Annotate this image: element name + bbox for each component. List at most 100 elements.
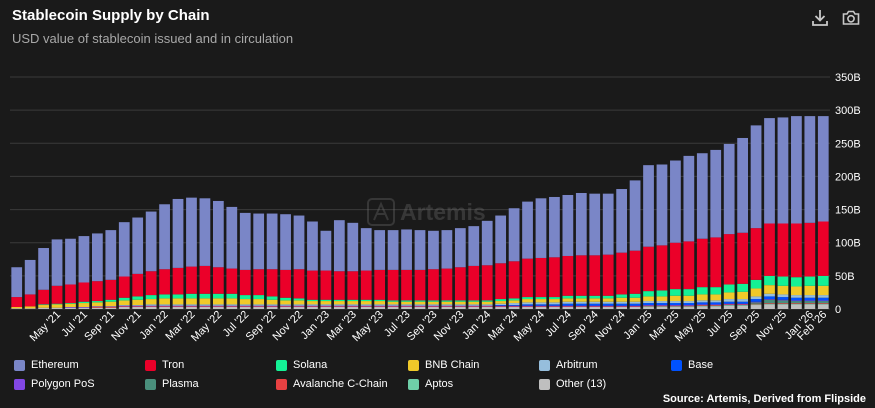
bar-stack[interactable] <box>239 212 251 309</box>
bar-segment <box>239 306 251 308</box>
bar-stack[interactable] <box>589 193 601 309</box>
bar-stack[interactable] <box>266 213 278 309</box>
bar-segment <box>454 228 466 268</box>
bar-stack[interactable] <box>92 233 103 309</box>
legend-item[interactable]: Aptos <box>408 378 453 390</box>
bar-segment <box>347 305 359 307</box>
bar-stack[interactable] <box>172 198 184 309</box>
bar-stack[interactable] <box>562 194 574 309</box>
bar-segment <box>428 305 439 307</box>
bar-segment <box>428 300 439 302</box>
bar-stack[interactable] <box>696 153 708 309</box>
bar-stack[interactable] <box>65 238 76 309</box>
bar-stack[interactable] <box>347 222 359 309</box>
bar-stack[interactable] <box>145 211 157 309</box>
bar-stack[interactable] <box>428 230 439 309</box>
bar-stack[interactable] <box>24 259 36 309</box>
legend-item[interactable]: BNB Chain <box>408 359 479 371</box>
camera-icon[interactable] <box>841 8 861 28</box>
bar-stack[interactable] <box>360 228 372 309</box>
legend-item[interactable]: Plasma <box>145 378 199 390</box>
bar-stack[interactable] <box>38 248 49 309</box>
bar-segment <box>414 306 426 308</box>
bar-segment <box>817 304 829 309</box>
legend-item[interactable]: Arbitrum <box>539 359 598 371</box>
bar-stack[interactable] <box>737 137 748 309</box>
bar-stack[interactable] <box>333 220 345 309</box>
bar-stack[interactable] <box>602 193 614 309</box>
bar-stack[interactable] <box>791 116 802 309</box>
bar-segment <box>696 305 708 306</box>
bar-stack[interactable] <box>549 196 560 309</box>
bar-stack[interactable] <box>320 230 332 309</box>
bar-stack[interactable] <box>629 180 641 309</box>
bar-segment <box>387 305 399 307</box>
bar-stack[interactable] <box>387 230 399 309</box>
bar-stack[interactable] <box>307 221 318 309</box>
bar-stack[interactable] <box>374 230 386 309</box>
legend-item[interactable]: Base <box>671 359 713 371</box>
bar-stack[interactable] <box>670 160 681 309</box>
bar-segment <box>92 301 103 303</box>
legend-item[interactable]: Avalanche C-Chain <box>276 378 388 390</box>
bar-stack[interactable] <box>616 189 628 309</box>
bar-stack[interactable] <box>454 228 466 309</box>
bar-stack[interactable] <box>51 239 63 309</box>
bar-stack[interactable] <box>293 215 305 309</box>
bar-stack[interactable] <box>401 229 412 309</box>
bar-stack[interactable] <box>132 217 144 309</box>
bar-stack[interactable] <box>118 222 130 309</box>
legend-item[interactable]: Solana <box>276 359 327 371</box>
bar-stack[interactable] <box>481 220 493 309</box>
bar-segment <box>38 305 49 308</box>
bar-segment <box>522 299 533 303</box>
bar-stack[interactable] <box>777 117 789 309</box>
bar-stack[interactable] <box>817 116 829 309</box>
bar-segment <box>710 294 722 301</box>
bar-segment <box>401 304 412 306</box>
bar-stack[interactable] <box>11 267 23 309</box>
download-icon[interactable] <box>810 8 830 28</box>
bar-stack[interactable] <box>656 164 668 309</box>
bar-segment <box>656 305 668 307</box>
bar-stack[interactable] <box>508 208 520 309</box>
bar-stack[interactable] <box>468 226 480 309</box>
bar-stack[interactable] <box>159 204 170 309</box>
bar-stack[interactable] <box>643 165 654 309</box>
bar-stack[interactable] <box>683 155 695 309</box>
bar-segment <box>764 118 775 224</box>
bar-stack[interactable] <box>253 213 265 309</box>
bar-segment <box>481 301 493 305</box>
bar-segment <box>670 305 681 307</box>
bar-stack[interactable] <box>535 198 547 309</box>
bar-stack[interactable] <box>441 230 453 309</box>
bar-stack[interactable] <box>764 118 775 309</box>
legend-item[interactable]: Other (13) <box>539 378 606 390</box>
bar-segment <box>643 306 654 308</box>
legend-item[interactable]: Ethereum <box>14 359 79 371</box>
bar-stack[interactable] <box>495 215 507 309</box>
bar-segment <box>575 305 587 307</box>
bar-stack[interactable] <box>750 125 762 309</box>
bar-stack[interactable] <box>522 201 533 309</box>
bar-stack[interactable] <box>414 230 426 309</box>
bar-stack[interactable] <box>280 214 291 309</box>
legend-swatch <box>14 378 25 390</box>
bar-stack[interactable] <box>78 236 90 309</box>
bar-stack[interactable] <box>226 206 238 309</box>
bar-stack[interactable] <box>723 143 735 309</box>
bar-stack[interactable] <box>199 198 211 309</box>
bar-segment <box>212 293 224 299</box>
bar-stack[interactable] <box>105 230 117 309</box>
bar-stack[interactable] <box>804 116 816 309</box>
bar-segment <box>374 230 386 270</box>
legend-item[interactable]: Tron <box>145 359 184 371</box>
bar-stack[interactable] <box>186 197 197 309</box>
bar-segment <box>791 277 802 287</box>
bar-stack[interactable] <box>710 149 722 309</box>
bar-segment <box>65 307 76 309</box>
legend-item[interactable]: Polygon PoS <box>14 378 95 390</box>
bar-stack[interactable] <box>212 200 224 309</box>
bar-stack[interactable] <box>575 193 587 309</box>
bar-segment <box>670 295 681 302</box>
